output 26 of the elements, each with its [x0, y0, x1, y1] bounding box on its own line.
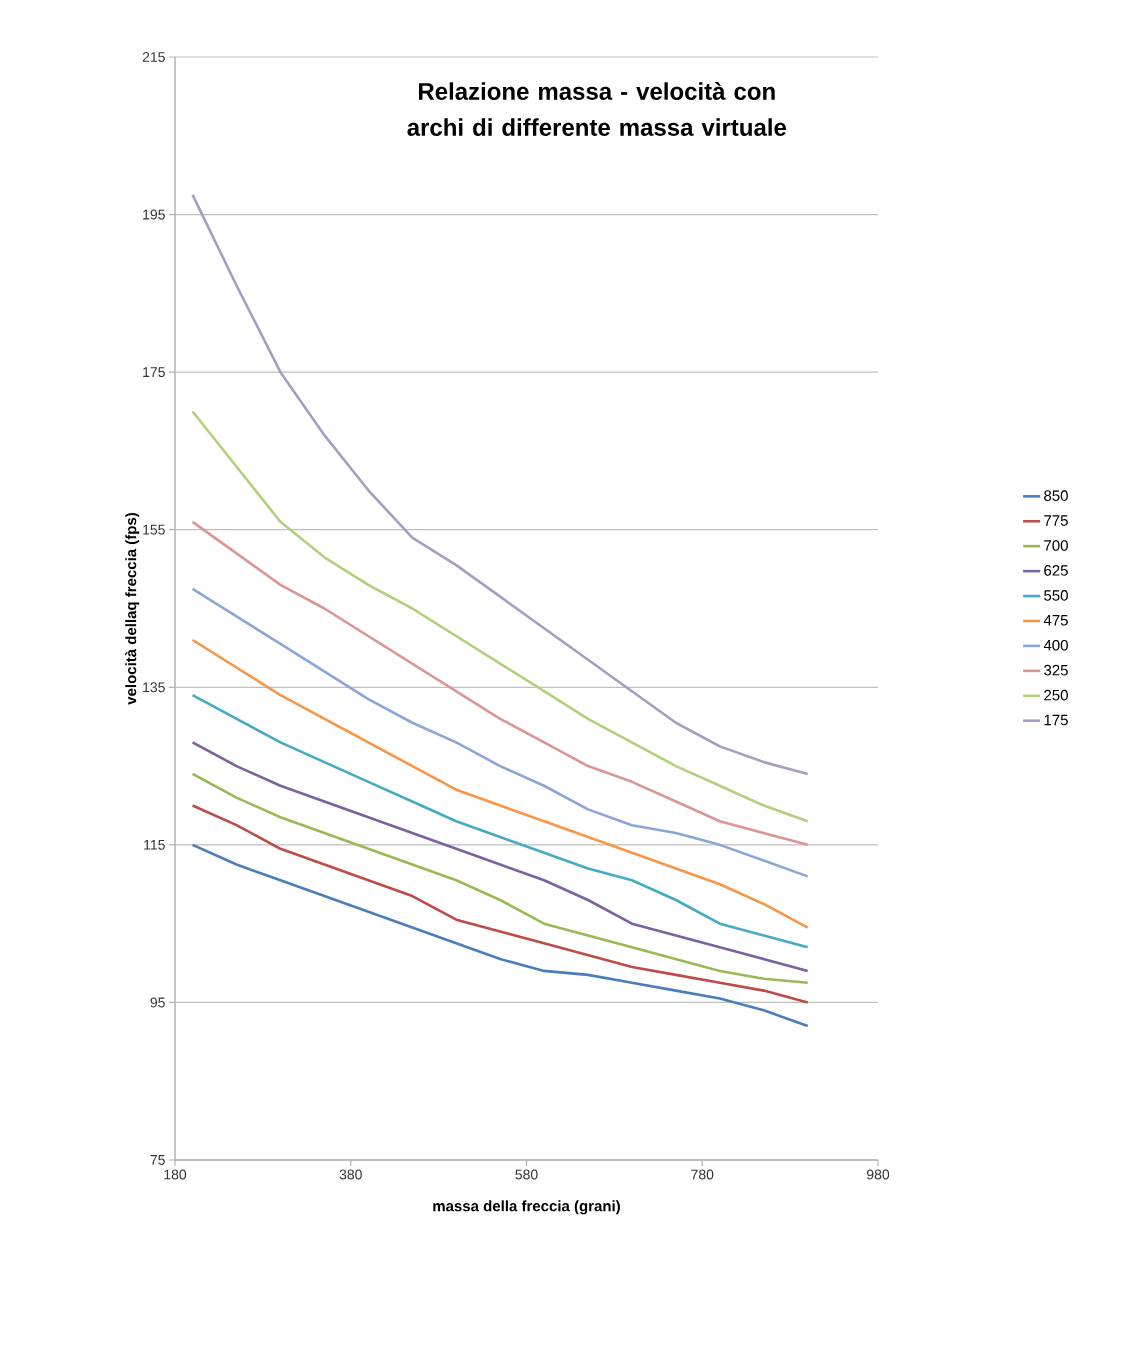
- legend-label: 550: [1044, 590, 1068, 601]
- x-axis-title: massa della freccia (grani): [433, 1200, 620, 1215]
- legend-label: 400: [1043, 639, 1068, 651]
- legend-label: 250: [1044, 689, 1068, 701]
- y-tick-label: 135: [143, 682, 165, 693]
- y-tick-label: 175: [143, 367, 165, 378]
- legend-label: 325: [1044, 664, 1068, 676]
- x-tick-label: 380: [339, 1169, 362, 1180]
- x-tick-label: 580: [515, 1169, 538, 1180]
- legend-label: 775: [1044, 515, 1068, 526]
- y-tick-label: 95: [150, 997, 165, 1008]
- y-tick-label: 115: [144, 839, 165, 850]
- legend-label: 850: [1044, 490, 1068, 501]
- legend-label: 625: [1044, 565, 1068, 576]
- y-tick-label: 155: [143, 524, 165, 535]
- x-tick-label: 980: [866, 1169, 890, 1180]
- x-tick-label: 180: [164, 1169, 187, 1180]
- legend-label: 700: [1044, 540, 1068, 551]
- y-tick-label: 215: [142, 52, 165, 62]
- y-axis-title: velocità dellaq freccia (fps): [125, 512, 140, 705]
- legend-label: 175: [1044, 714, 1068, 726]
- legend-label: 475: [1043, 615, 1068, 626]
- text: Relazione massa - velocità con archi di differente massa virtuale: [407, 82, 787, 136]
- x-tick-label: 780: [691, 1169, 714, 1180]
- y-tick-label: 195: [143, 209, 165, 220]
- y-tick-label: 75: [150, 1155, 165, 1165]
